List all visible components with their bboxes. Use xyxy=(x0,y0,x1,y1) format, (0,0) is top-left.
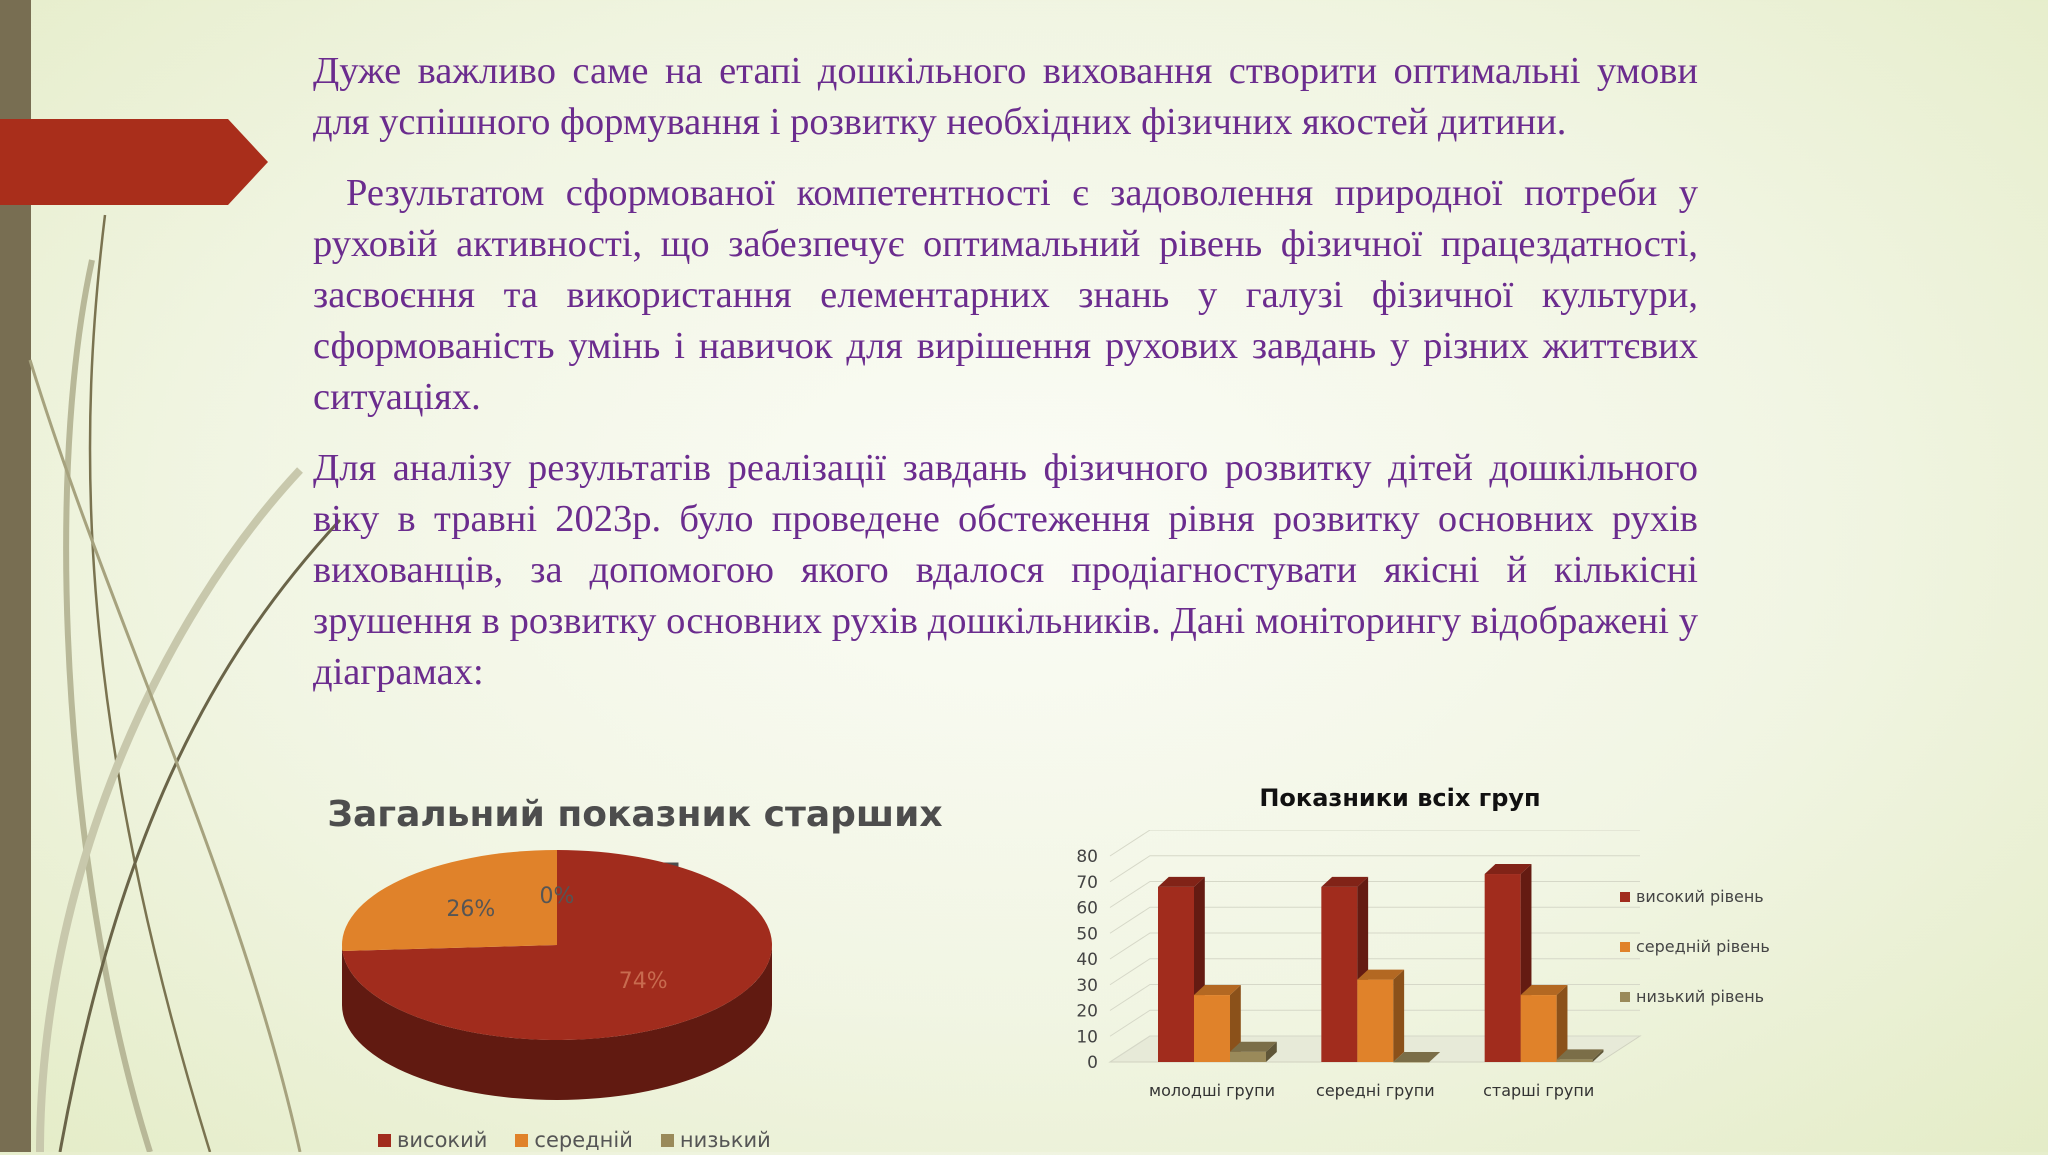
pie-legend: високий середній низький xyxy=(378,1125,771,1155)
y-tick-label: 60 xyxy=(1076,899,1098,919)
x-category-label: середні групи xyxy=(1316,1081,1435,1100)
y-tick-label: 20 xyxy=(1076,1002,1098,1022)
bar-legend-label-high: високий рівень xyxy=(1636,887,1764,906)
body-text: Дуже важливо саме на етапі дошкільного в… xyxy=(313,46,1698,718)
legend-swatch-medium xyxy=(515,1133,529,1147)
pie-data-label: 26% xyxy=(446,897,495,922)
y-tick-label: 40 xyxy=(1076,950,1098,970)
bar-chart-gridline xyxy=(1109,1009,1640,1037)
y-tick-label: 30 xyxy=(1076,976,1098,996)
pie-side-wall xyxy=(342,945,772,1100)
bar-legend-item-low: низький рівень xyxy=(1620,987,1770,1037)
decorative-swirl-lines xyxy=(28,214,342,1152)
bar-chart-gridline xyxy=(1109,830,1640,857)
pie-chart: 74% 26% 0% xyxy=(342,850,772,1100)
paragraph-3: Для аналізу результатів реалізації завда… xyxy=(313,447,1698,693)
legend-swatch-low xyxy=(660,1133,674,1147)
bar-legend: високий рівень середній рівень низький р… xyxy=(1620,887,1770,1037)
bar-low xyxy=(1230,1041,1277,1062)
bar-legend-item-medium: середній рівень xyxy=(1620,937,1770,987)
legend-swatch-high xyxy=(1620,892,1630,902)
arrow-tab-shape xyxy=(0,119,268,205)
x-category-label: молодші групи xyxy=(1149,1081,1275,1100)
legend-swatch-medium xyxy=(1620,942,1630,952)
bar-chart-title: Показники всіх груп xyxy=(1259,784,1541,812)
pie-legend-label-high: високий xyxy=(397,1128,488,1152)
legend-swatch-low xyxy=(1620,992,1630,1002)
pie-legend-label-medium: середній xyxy=(534,1128,633,1152)
pie-slice-high xyxy=(342,850,772,1040)
y-tick-label: 50 xyxy=(1076,924,1098,944)
x-category-label: старші групи xyxy=(1483,1081,1594,1100)
bar-chart-gridline xyxy=(1109,932,1640,960)
bar-legend-label-medium: середній рівень xyxy=(1636,937,1770,956)
bar-legend-label-low: низький рівень xyxy=(1636,987,1765,1006)
bar-chart-gridline xyxy=(1109,881,1640,908)
pie-legend-item-medium: середній xyxy=(515,1125,633,1155)
pie-data-label: 74% xyxy=(619,969,668,994)
bar-chart-gridline xyxy=(1109,984,1640,1011)
y-tick-label: 0 xyxy=(1087,1053,1098,1073)
pie-legend-item-high: високий xyxy=(378,1125,487,1155)
pie-legend-label-low: низький xyxy=(679,1128,771,1152)
y-tick-label: 80 xyxy=(1076,847,1098,867)
bar-medium xyxy=(1520,985,1568,1062)
bar-medium xyxy=(1357,969,1405,1062)
bar-legend-item-high: високий рівень xyxy=(1620,887,1770,937)
bar-chart: 0 10 20 30 40 50 60 70 80 молодші групи середні гр… xyxy=(1076,830,1642,1100)
bar-medium xyxy=(1194,985,1241,1062)
y-tick-label: 10 xyxy=(1076,1027,1098,1047)
bar-chart-gridline xyxy=(1109,1035,1640,1063)
pie-data-label: 0% xyxy=(540,884,575,909)
bar-chart-gridline xyxy=(1109,958,1640,986)
pie-legend-item-low: низький xyxy=(660,1125,771,1155)
bar-low xyxy=(1556,1049,1604,1062)
bar-chart-gridline xyxy=(1109,906,1640,934)
y-tick-label: 70 xyxy=(1076,873,1098,893)
bar-chart-gridline xyxy=(1109,855,1640,883)
pie-slice-medium xyxy=(342,850,557,951)
paragraph-1: Дуже важливо саме на етапі дошкільного в… xyxy=(313,50,1698,143)
bar-low xyxy=(1393,1052,1441,1063)
paragraph-2: Результатом сформованої компетентності є… xyxy=(313,172,1698,418)
legend-swatch-high xyxy=(378,1133,391,1147)
